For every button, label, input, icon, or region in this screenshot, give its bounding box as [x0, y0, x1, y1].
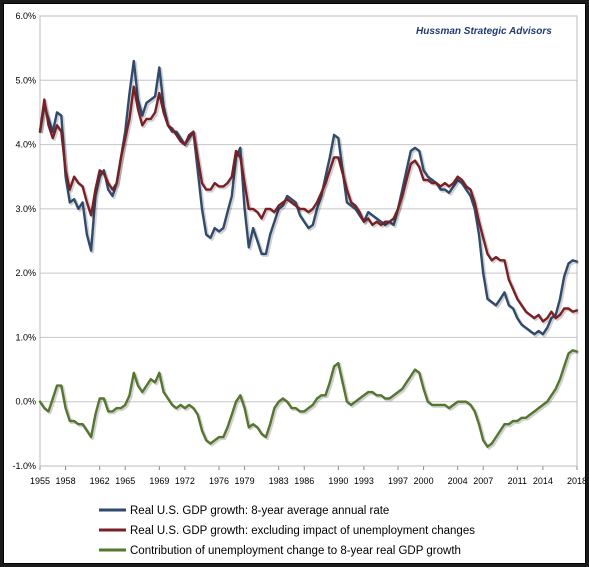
series-line-2	[38, 85, 579, 323]
series-line-shadow	[40, 61, 579, 338]
y-axis-tick-labels: -1.0% 0.0% 1.0% 2.0% 3.0% 4.0% 5.0% 6.0%	[12, 11, 36, 471]
x-tick-label: 1969	[149, 476, 169, 486]
legend-entry-1: Real U.S. GDP growth: 8-year average ann…	[130, 505, 389, 517]
x-tick-label: 1979	[235, 476, 255, 486]
y-tick-label: 0.0%	[15, 397, 36, 407]
chart-legend: Real U.S. GDP growth: 8-year average ann…	[99, 505, 475, 557]
chart-frame: -1.0% 0.0% 1.0% 2.0% 3.0% 4.0% 5.0% 6.0% 1955 19…	[3, 3, 586, 564]
x-tick-label: 1976	[209, 476, 229, 486]
x-tick-label: 2011	[508, 476, 527, 486]
y-tick-label: 2.0%	[15, 268, 36, 278]
x-tick-label: 1990	[328, 476, 348, 486]
plot-area-border	[39, 15, 578, 467]
series-line-shadow	[40, 86, 579, 325]
x-tick-label: 1997	[388, 476, 408, 486]
x-tick-label: 2000	[414, 476, 434, 486]
y-tick-label: 6.0%	[15, 11, 36, 21]
x-tick-label: 1983	[269, 476, 289, 486]
y-tick-label: 5.0%	[15, 75, 36, 85]
x-tick-label: 1958	[56, 476, 76, 486]
series-lines	[38, 59, 579, 450]
x-tick-label: 2018	[567, 476, 585, 486]
series-line-shadow	[40, 350, 579, 450]
x-tick-label: 2007	[473, 476, 493, 486]
series-line-1	[38, 59, 579, 336]
legend-entry-2: Real U.S. GDP growth: excluding impact o…	[130, 525, 475, 537]
y-tick-label: 4.0%	[15, 140, 36, 150]
x-tick-label: 1993	[354, 476, 374, 486]
series-line-3	[38, 349, 579, 448]
x-tick-label: 1972	[175, 476, 195, 486]
chart-credit: Hussman Strategic Advisors	[416, 26, 552, 37]
x-tick-label: 1986	[294, 476, 314, 486]
y-tick-label: -1.0%	[12, 461, 36, 471]
legend-entry-3: Contribution of unemployment change to 8…	[130, 545, 461, 557]
x-tick-label: 1965	[115, 476, 135, 486]
x-tick-label: 2014	[533, 476, 553, 486]
x-tick-label: 1962	[90, 476, 110, 486]
gdp-growth-line-chart: -1.0%0.0%1.0%2.0%3.0%4.0%5.0%6.0% 1955 19…	[12, 11, 585, 557]
y-tick-label: 3.0%	[15, 204, 36, 214]
x-tick-label: 2004	[448, 476, 468, 486]
y-tick-label: 1.0%	[15, 332, 36, 342]
x-tick-label: 1955	[30, 476, 50, 486]
x-axis-tick-labels: 1955 1958 1962 1965 1969 1972 1976 1979 1983 1986…	[30, 476, 585, 486]
gridlines	[39, 15, 578, 470]
